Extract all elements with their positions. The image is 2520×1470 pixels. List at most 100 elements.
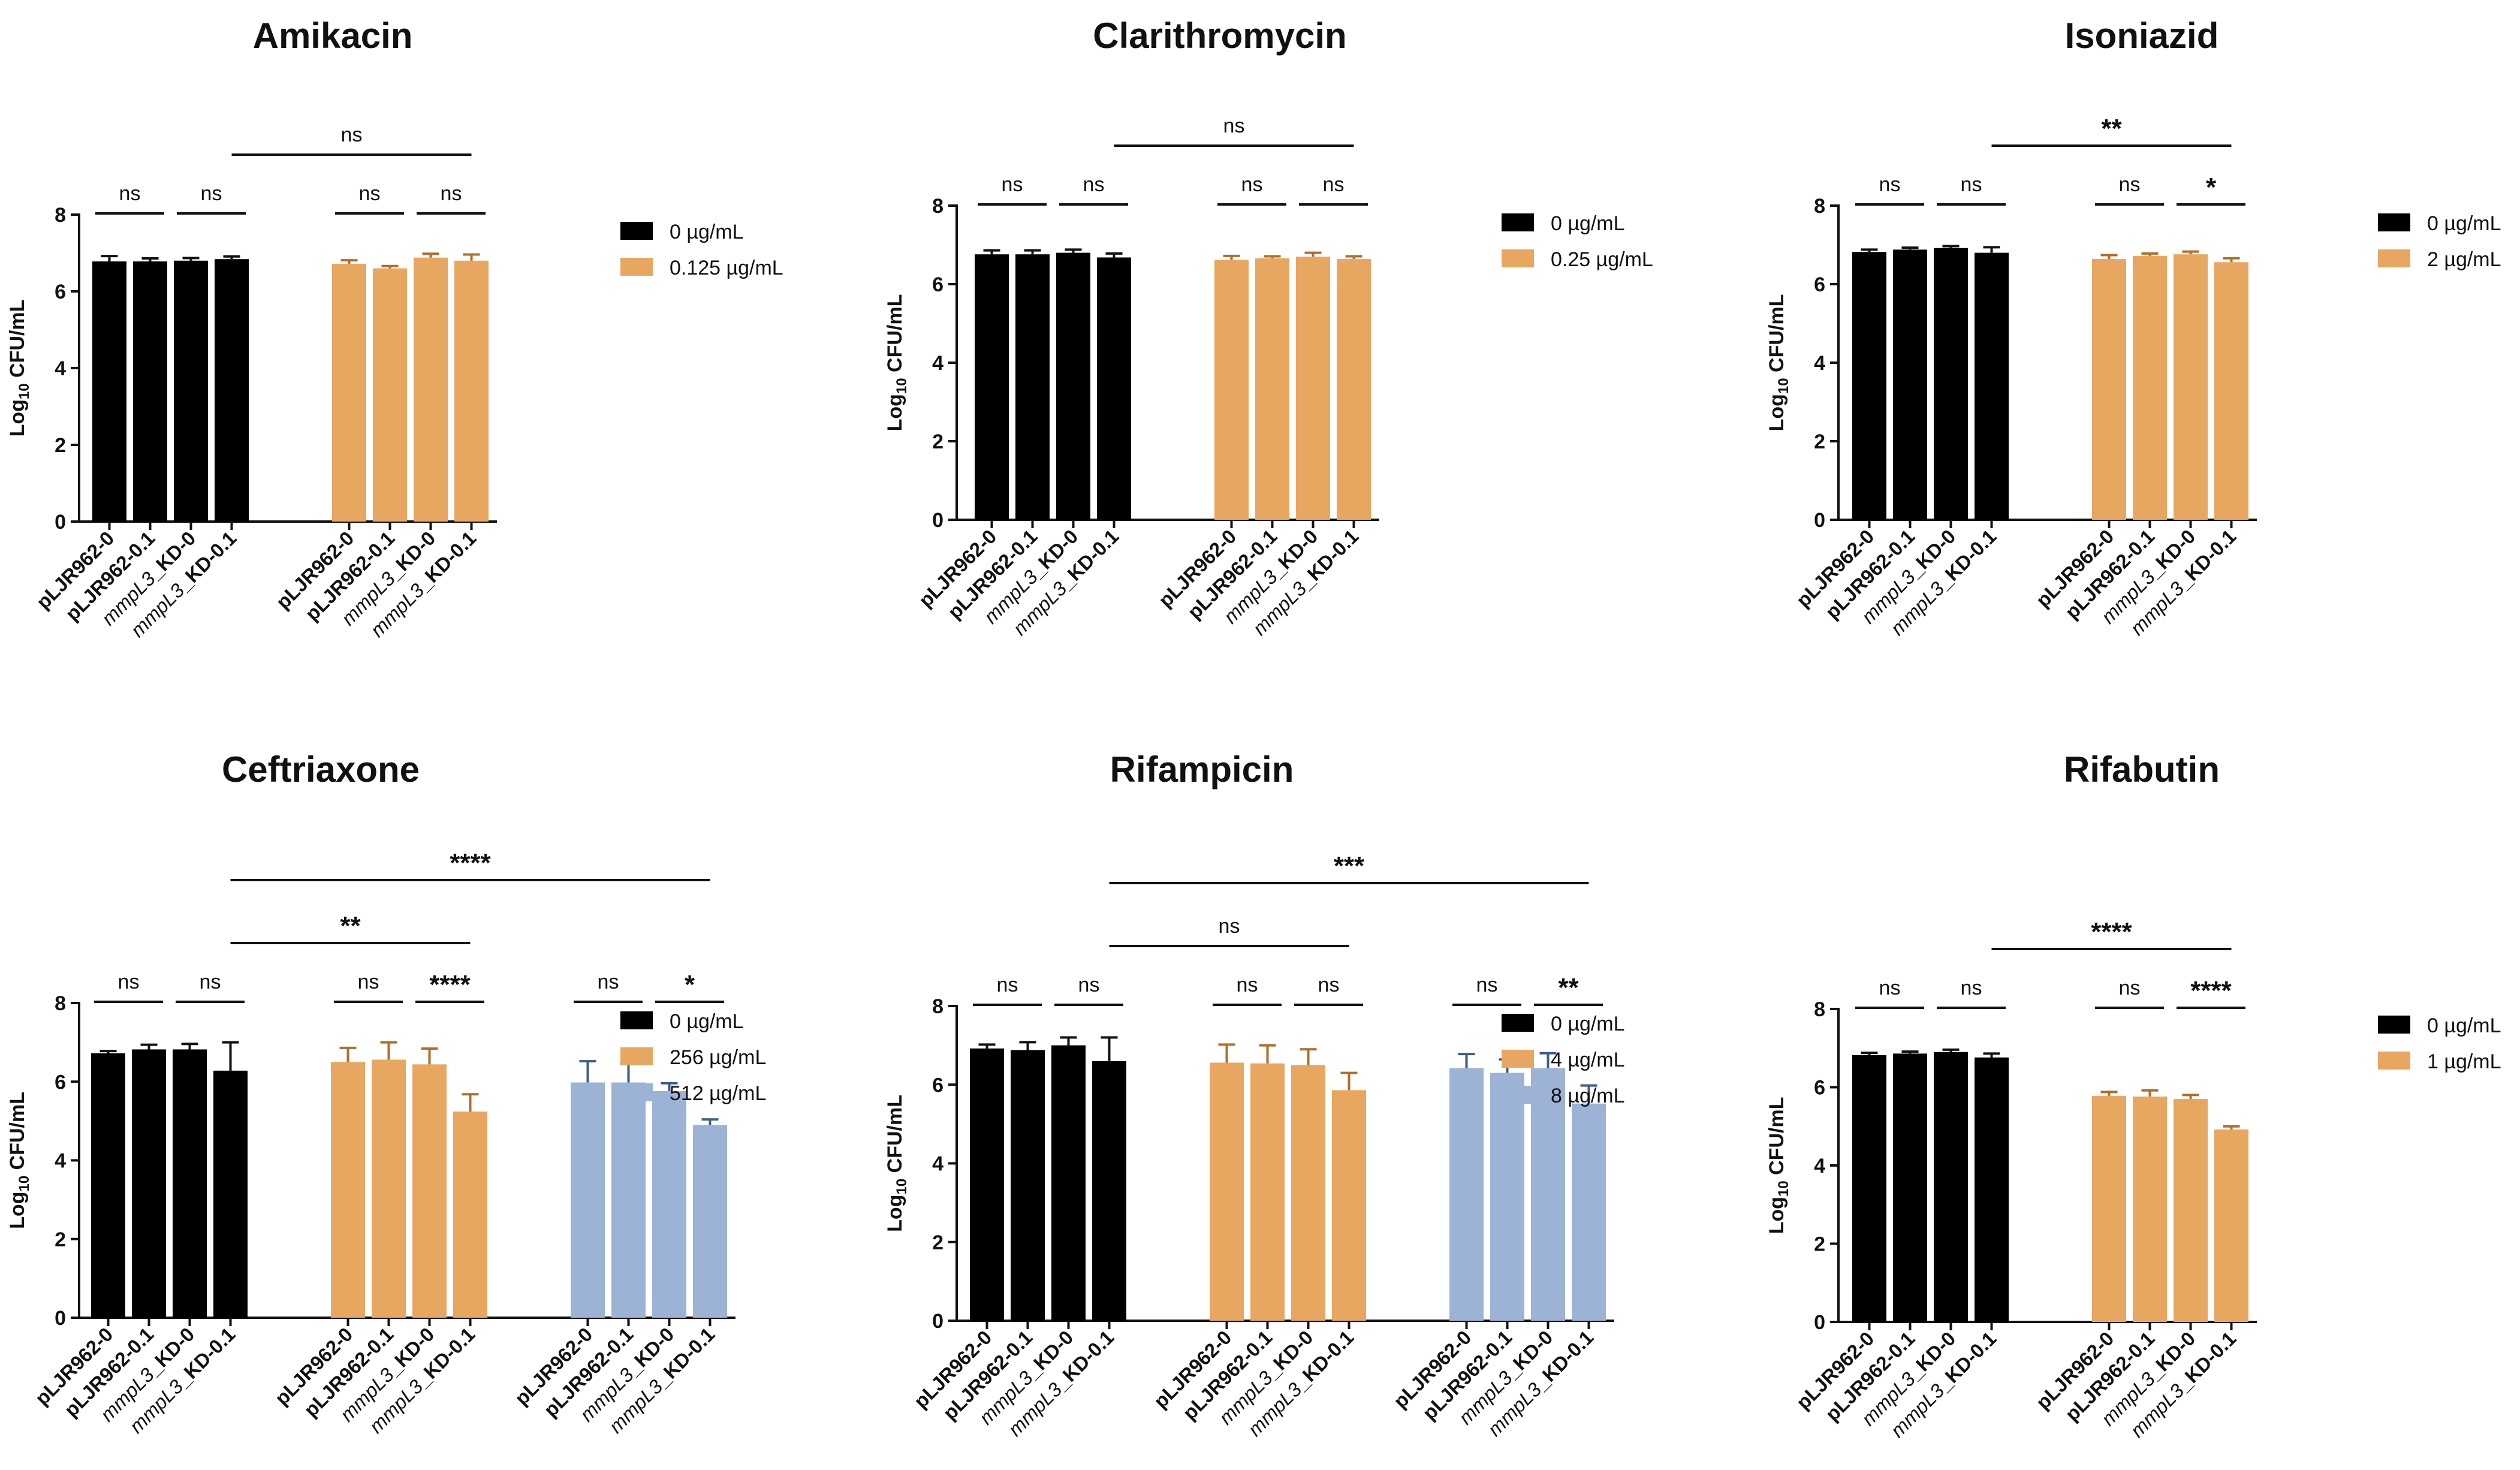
chart-title: Isoniazid: [2065, 16, 2219, 56]
significance-label: ns: [341, 123, 363, 146]
significance-label: ns: [2119, 977, 2141, 999]
bar: [213, 1070, 248, 1318]
legend-label: 0 µg/mL: [2427, 1014, 2501, 1037]
bar: [1250, 1063, 1285, 1321]
bar: [1852, 252, 1886, 520]
legend-swatch: [1502, 249, 1534, 267]
legend-label: 4 µg/mL: [1551, 1049, 1625, 1071]
y-tick-label: 8: [55, 204, 66, 227]
significance-label: ns: [2119, 173, 2141, 196]
bar: [2092, 259, 2126, 520]
bar: [1291, 1065, 1325, 1321]
bar: [1572, 1103, 1606, 1321]
bar: [454, 260, 489, 522]
bar: [412, 1064, 447, 1318]
bar: [693, 1125, 727, 1318]
bar: [571, 1082, 605, 1318]
significance-label: ns: [1083, 173, 1105, 196]
bar: [1097, 257, 1131, 520]
significance-label: ns: [1219, 915, 1240, 938]
y-axis-label: Log10 CFU/mL: [1765, 294, 1792, 432]
significance-label: **: [2101, 114, 2122, 143]
chart-title: Amikacin: [253, 16, 413, 56]
y-tick-label: 4: [932, 352, 944, 375]
chart-title: Rifabutin: [2064, 749, 2220, 790]
significance-label: ****: [2190, 976, 2232, 1005]
chart-title: Ceftriaxone: [222, 749, 420, 790]
legend-swatch: [620, 222, 653, 240]
bar: [92, 261, 126, 522]
bar: [1934, 248, 1968, 520]
legend-label: 0 µg/mL: [2427, 212, 2501, 235]
significance-label: ns: [119, 182, 141, 205]
bar: [1852, 1055, 1886, 1322]
legend-swatch: [620, 1011, 653, 1029]
bar: [132, 1049, 166, 1318]
bar: [332, 263, 366, 522]
bar: [1975, 1057, 2009, 1322]
legend-swatch: [620, 258, 653, 276]
legend-label: 2 µg/mL: [2427, 248, 2501, 271]
significance-label: ****: [429, 970, 471, 999]
significance-label: ns: [1879, 173, 1901, 196]
y-tick-label: 4: [55, 357, 66, 380]
bar: [2133, 1097, 2167, 1322]
legend-label: 0.25 µg/mL: [1551, 248, 1653, 271]
bar: [2092, 1095, 2126, 1322]
y-tick-label: 2: [932, 1231, 944, 1254]
legend-swatch: [1502, 213, 1534, 231]
significance-label: **: [1558, 973, 1579, 1002]
legend-label: 0.125 µg/mL: [670, 257, 783, 279]
y-tick-label: 0: [1814, 509, 1825, 532]
bar: [215, 259, 249, 522]
y-axis-label: Log10 CFU/mL: [884, 294, 910, 432]
bar: [1051, 1045, 1086, 1321]
significance-label: ns: [1078, 974, 1100, 996]
y-tick-label: 4: [1814, 1155, 1825, 1177]
legend-swatch: [1502, 1014, 1534, 1032]
y-tick-label: 2: [1814, 1233, 1825, 1256]
bar: [1934, 1052, 1968, 1322]
bar: [2214, 1129, 2248, 1322]
legend-label: 0 µg/mL: [670, 221, 744, 243]
y-tick-label: 2: [932, 430, 944, 453]
legend-label: 1 µg/mL: [2427, 1050, 2501, 1073]
significance-label: ns: [1237, 974, 1258, 996]
bar: [1531, 1068, 1565, 1321]
y-tick-label: 2: [55, 434, 66, 457]
bar: [1893, 1053, 1927, 1322]
legend-label: 512 µg/mL: [670, 1082, 766, 1105]
legend-label: 0 µg/mL: [1551, 1013, 1625, 1035]
significance-label: ns: [1961, 977, 1982, 999]
bar: [331, 1062, 365, 1318]
bar: [133, 261, 167, 522]
significance-label: ns: [1241, 173, 1263, 196]
bar: [1296, 257, 1330, 520]
y-tick-label: 6: [1814, 273, 1825, 296]
bar: [1015, 254, 1050, 520]
y-tick-label: 2: [1814, 430, 1825, 453]
legend-swatch: [620, 1047, 653, 1065]
legend-label: 256 µg/mL: [670, 1046, 766, 1069]
significance-label: ns: [359, 182, 381, 205]
bar: [1893, 249, 1927, 520]
bar: [1332, 1090, 1366, 1321]
y-tick-label: 4: [55, 1150, 66, 1173]
y-axis-label: Log10 CFU/mL: [884, 1095, 910, 1232]
significance-label: ns: [1879, 977, 1901, 999]
bar: [453, 1111, 487, 1318]
y-tick-label: 8: [1814, 998, 1825, 1021]
bar: [1011, 1050, 1045, 1321]
legend-label: 0 µg/mL: [670, 1010, 744, 1033]
significance-label: ns: [118, 971, 140, 993]
bar: [372, 1059, 406, 1318]
legend-swatch: [1502, 1086, 1534, 1104]
bar: [1056, 252, 1090, 520]
y-axis-label: Log10 CFU/mL: [6, 1092, 32, 1229]
y-tick-label: 6: [55, 281, 66, 303]
